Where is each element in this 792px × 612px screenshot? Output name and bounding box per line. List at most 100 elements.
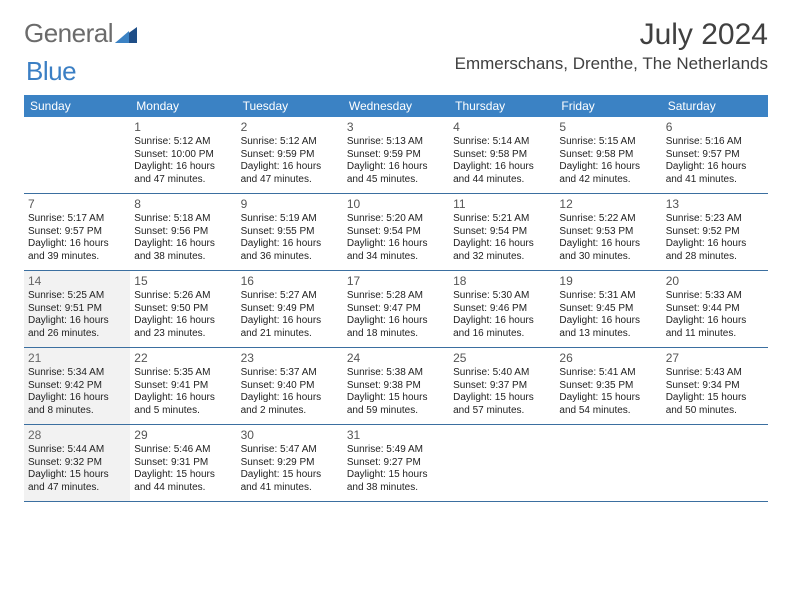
sunrise-line: Sunrise: 5:16 AM [666,136,764,149]
day-number: 6 [666,120,764,135]
daylight-line: Daylight: 16 hours and 26 minutes. [28,315,126,340]
sunset-line: Sunset: 9:56 PM [134,226,232,239]
week-row: 28Sunrise: 5:44 AMSunset: 9:32 PMDayligh… [24,425,768,502]
daylight-line: Daylight: 15 hours and 47 minutes. [28,469,126,494]
sunset-line: Sunset: 9:46 PM [453,303,551,316]
day-cell: 1Sunrise: 5:12 AMSunset: 10:00 PMDayligh… [130,117,236,193]
logo-triangle-icon [115,25,137,43]
sunrise-line: Sunrise: 5:41 AM [559,367,657,380]
day-cell: 30Sunrise: 5:47 AMSunset: 9:29 PMDayligh… [237,425,343,501]
day-number: 4 [453,120,551,135]
day-cell [449,425,555,501]
day-cell: 5Sunrise: 5:15 AMSunset: 9:58 PMDaylight… [555,117,661,193]
day-cell [555,425,661,501]
sunrise-line: Sunrise: 5:15 AM [559,136,657,149]
daylight-line: Daylight: 15 hours and 41 minutes. [241,469,339,494]
sunrise-line: Sunrise: 5:47 AM [241,444,339,457]
sunrise-line: Sunrise: 5:46 AM [134,444,232,457]
day-cell: 14Sunrise: 5:25 AMSunset: 9:51 PMDayligh… [24,271,130,347]
day-number: 19 [559,274,657,289]
sunrise-line: Sunrise: 5:40 AM [453,367,551,380]
day-number: 17 [347,274,445,289]
day-header-sunday: Sunday [24,95,130,117]
day-number: 22 [134,351,232,366]
sunset-line: Sunset: 9:31 PM [134,457,232,470]
day-cell: 19Sunrise: 5:31 AMSunset: 9:45 PMDayligh… [555,271,661,347]
sunrise-line: Sunrise: 5:14 AM [453,136,551,149]
day-cell: 16Sunrise: 5:27 AMSunset: 9:49 PMDayligh… [237,271,343,347]
daylight-line: Daylight: 16 hours and 41 minutes. [666,161,764,186]
day-number: 11 [453,197,551,212]
sunset-line: Sunset: 9:40 PM [241,380,339,393]
sunset-line: Sunset: 9:44 PM [666,303,764,316]
day-cell: 8Sunrise: 5:18 AMSunset: 9:56 PMDaylight… [130,194,236,270]
day-header-tuesday: Tuesday [237,95,343,117]
sunrise-line: Sunrise: 5:37 AM [241,367,339,380]
sunset-line: Sunset: 10:00 PM [134,149,232,162]
day-cell: 29Sunrise: 5:46 AMSunset: 9:31 PMDayligh… [130,425,236,501]
day-number: 5 [559,120,657,135]
daylight-line: Daylight: 15 hours and 44 minutes. [134,469,232,494]
day-cell: 25Sunrise: 5:40 AMSunset: 9:37 PMDayligh… [449,348,555,424]
day-cell: 22Sunrise: 5:35 AMSunset: 9:41 PMDayligh… [130,348,236,424]
day-number: 9 [241,197,339,212]
day-cell: 18Sunrise: 5:30 AMSunset: 9:46 PMDayligh… [449,271,555,347]
day-cell: 23Sunrise: 5:37 AMSunset: 9:40 PMDayligh… [237,348,343,424]
daylight-line: Daylight: 15 hours and 38 minutes. [347,469,445,494]
day-number: 23 [241,351,339,366]
sunset-line: Sunset: 9:41 PM [134,380,232,393]
daylight-line: Daylight: 16 hours and 47 minutes. [241,161,339,186]
daylight-line: Daylight: 16 hours and 2 minutes. [241,392,339,417]
day-number: 18 [453,274,551,289]
day-cell: 31Sunrise: 5:49 AMSunset: 9:27 PMDayligh… [343,425,449,501]
sunset-line: Sunset: 9:35 PM [559,380,657,393]
day-number: 16 [241,274,339,289]
day-number: 7 [28,197,126,212]
sunset-line: Sunset: 9:37 PM [453,380,551,393]
sunset-line: Sunset: 9:32 PM [28,457,126,470]
sunrise-line: Sunrise: 5:12 AM [241,136,339,149]
sunset-line: Sunset: 9:57 PM [28,226,126,239]
day-number: 2 [241,120,339,135]
sunrise-line: Sunrise: 5:43 AM [666,367,764,380]
location: Emmerschans, Drenthe, The Netherlands [455,54,768,74]
day-number: 8 [134,197,232,212]
day-cell: 15Sunrise: 5:26 AMSunset: 9:50 PMDayligh… [130,271,236,347]
day-cell: 10Sunrise: 5:20 AMSunset: 9:54 PMDayligh… [343,194,449,270]
sunrise-line: Sunrise: 5:21 AM [453,213,551,226]
sunset-line: Sunset: 9:55 PM [241,226,339,239]
day-number: 1 [134,120,232,135]
sunrise-line: Sunrise: 5:18 AM [134,213,232,226]
day-number: 27 [666,351,764,366]
day-number: 12 [559,197,657,212]
sunset-line: Sunset: 9:47 PM [347,303,445,316]
logo: General [24,18,139,49]
day-header-saturday: Saturday [662,95,768,117]
month-title: July 2024 [455,18,768,52]
sunset-line: Sunset: 9:34 PM [666,380,764,393]
title-block: July 2024 Emmerschans, Drenthe, The Neth… [455,18,768,74]
sunrise-line: Sunrise: 5:33 AM [666,290,764,303]
sunset-line: Sunset: 9:57 PM [666,149,764,162]
daylight-line: Daylight: 16 hours and 5 minutes. [134,392,232,417]
day-cell: 9Sunrise: 5:19 AMSunset: 9:55 PMDaylight… [237,194,343,270]
day-cell [24,117,130,193]
sunset-line: Sunset: 9:54 PM [347,226,445,239]
daylight-line: Daylight: 16 hours and 30 minutes. [559,238,657,263]
day-cell [662,425,768,501]
day-cell: 4Sunrise: 5:14 AMSunset: 9:58 PMDaylight… [449,117,555,193]
logo-text-gray: General [24,18,113,49]
daylight-line: Daylight: 15 hours and 50 minutes. [666,392,764,417]
daylight-line: Daylight: 16 hours and 34 minutes. [347,238,445,263]
week-row: 21Sunrise: 5:34 AMSunset: 9:42 PMDayligh… [24,348,768,425]
page: General July 2024 Emmerschans, Drenthe, … [0,0,792,502]
daylight-line: Daylight: 16 hours and 28 minutes. [666,238,764,263]
week-row: 1 Sunrise: 5:12 AM Sunset: 10:00 PM Dayligh… [24,117,768,194]
sunset-line: Sunset: 9:38 PM [347,380,445,393]
day-cell: 28Sunrise: 5:44 AMSunset: 9:32 PMDayligh… [24,425,130,501]
day-number: 10 [347,197,445,212]
day-cell: 27Sunrise: 5:43 AMSunset: 9:34 PMDayligh… [662,348,768,424]
daylight-line: Daylight: 15 hours and 57 minutes. [453,392,551,417]
sunset-line: Sunset: 9:51 PM [28,303,126,316]
sunset-line: Sunset: 9:45 PM [559,303,657,316]
